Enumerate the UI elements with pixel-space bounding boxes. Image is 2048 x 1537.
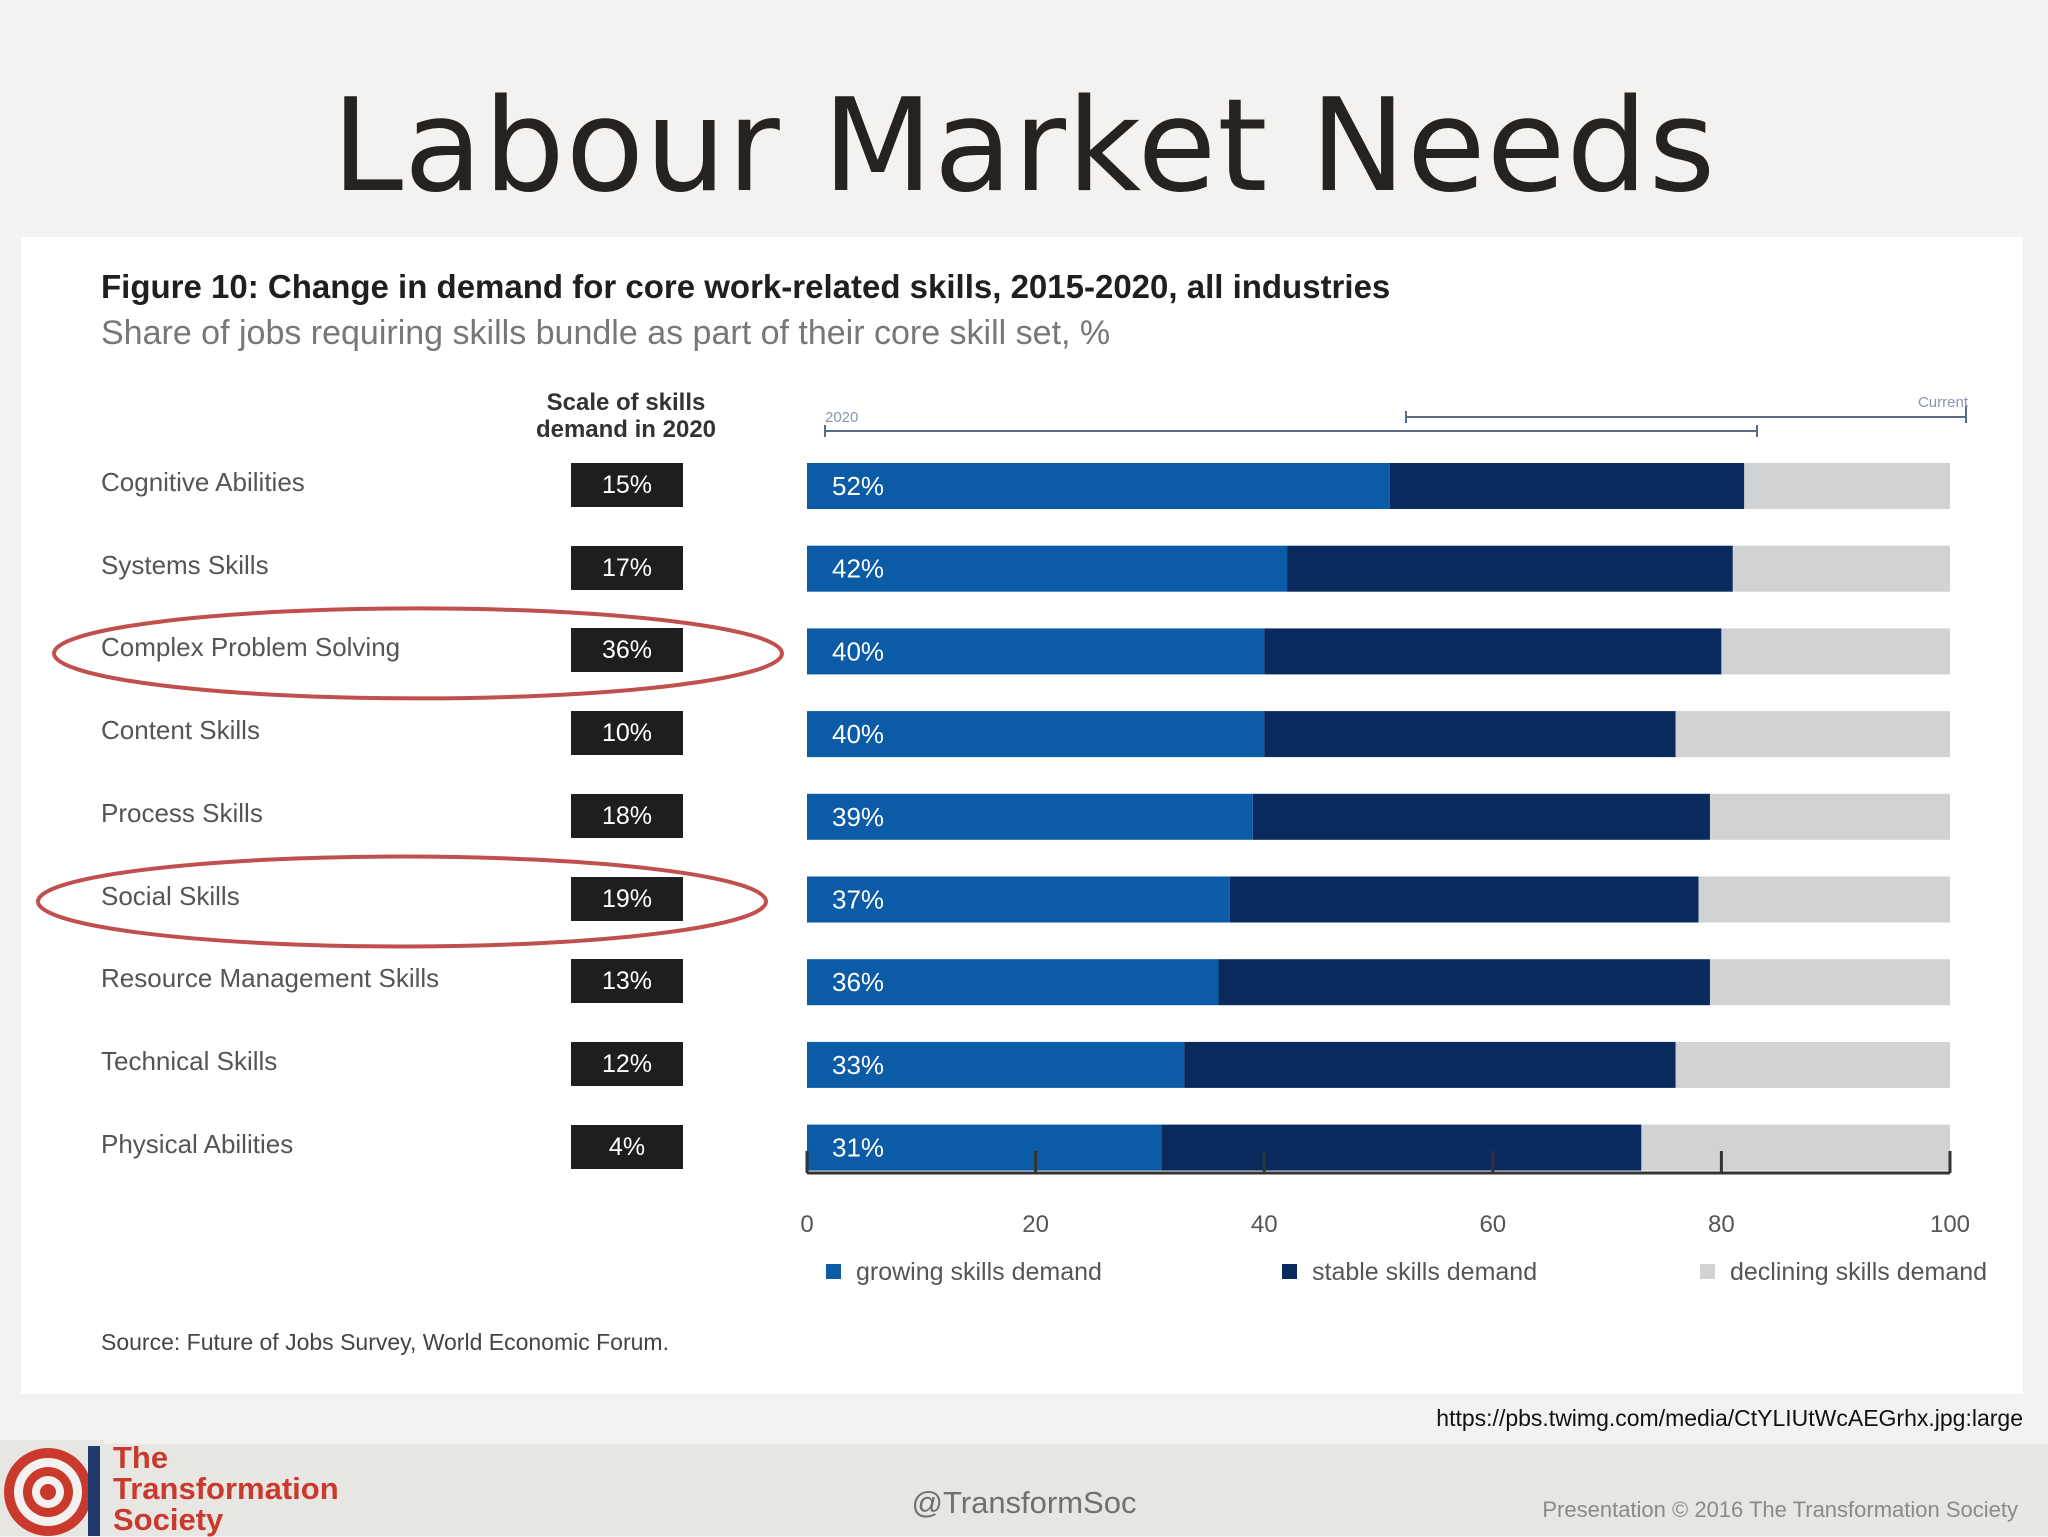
legend-swatch: [826, 1264, 841, 1279]
bar-segment: [807, 463, 1390, 509]
figure-subtitle: Share of jobs requiring skills bundle as…: [101, 314, 1111, 352]
bar-segment: [1732, 545, 1950, 592]
bar-segment: [1264, 628, 1722, 675]
bar-segment: [807, 959, 1219, 1006]
scale-header: Scale of skills demand in 2020: [520, 389, 732, 443]
x-tick-label: 100: [1930, 1211, 1970, 1238]
scale-value-badge: 4%: [571, 1124, 683, 1169]
row-label: Content Skills: [101, 715, 260, 746]
bar-segment: [807, 628, 1265, 675]
bar-segment: [807, 793, 1253, 840]
figure-title: Figure 10: Change in demand for core wor…: [101, 268, 1391, 305]
row-label: Resource Management Skills: [101, 963, 440, 994]
bar-data-label: 40%: [832, 636, 884, 666]
range-label-current: Current: [1918, 394, 1969, 411]
row-label: Cognitive Abilities: [101, 467, 305, 497]
bar-data-label: 39%: [832, 802, 884, 832]
row-label: Social Skills: [101, 880, 240, 911]
x-tick-label: 0: [800, 1211, 813, 1238]
legend-label: declining skills demand: [1730, 1258, 1987, 1286]
legend-swatch: [1700, 1264, 1715, 1279]
figure-source: Source: Future of Jobs Survey, World Eco…: [101, 1329, 669, 1355]
logo-text: The Transformation Society: [113, 1442, 339, 1535]
bar-data-label: 52%: [832, 471, 884, 501]
logo-line-2: Transformation: [113, 1471, 339, 1506]
row-label: Technical Skills: [101, 1045, 278, 1076]
source-url[interactable]: https://pbs.twimg.com/media/CtYLIUtWcAEG…: [1436, 1405, 2023, 1431]
twitter-handle: @TransformSoc: [911, 1485, 1137, 1520]
scale-value-badge: 36%: [571, 628, 683, 673]
bar-segment: [1721, 628, 1950, 675]
x-tick-label: 40: [1251, 1211, 1278, 1238]
bar-segment: [1709, 959, 1950, 1006]
bar-segment: [1675, 711, 1950, 758]
bar-segment: [1252, 793, 1710, 840]
bar-segment: [1675, 1041, 1950, 1088]
x-tick-label: 80: [1708, 1211, 1735, 1238]
row-label: Process Skills: [101, 797, 263, 828]
scale-value-badge: 12%: [571, 1041, 683, 1086]
bar-segment: [1264, 711, 1676, 758]
bar-segment: [1641, 1124, 1950, 1171]
x-tick-label: 60: [1479, 1211, 1506, 1238]
bar-segment: [1161, 1124, 1642, 1171]
scale-header-line-1: Scale of skills: [546, 389, 706, 416]
bar-data-label: 42%: [832, 554, 884, 584]
bar-segment: [807, 1041, 1185, 1088]
legend-label: growing skills demand: [856, 1258, 1102, 1286]
scale-value-badge: 19%: [571, 876, 683, 921]
bar-segment: [807, 545, 1288, 592]
bar-data-label: 36%: [832, 967, 884, 997]
bar-segment: [1744, 463, 1950, 509]
bar-segment: [1229, 876, 1699, 923]
row-label: Complex Problem Solving: [101, 632, 401, 663]
bar-data-label: 37%: [832, 885, 884, 915]
highlight-ellipse: [36, 854, 768, 949]
legend-label: stable skills demand: [1312, 1258, 1537, 1286]
scale-value-badge: 17%: [571, 545, 683, 590]
copyright-text: Presentation © 2016 The Transformation S…: [1542, 1497, 2018, 1522]
bar-data-label: 33%: [832, 1050, 884, 1080]
row-label: Systems Skills: [101, 549, 269, 580]
x-tick-label: 20: [1022, 1211, 1049, 1238]
bar-data-label: 40%: [832, 719, 884, 749]
bar-segment: [807, 1124, 1162, 1171]
highlight-ellipse: [52, 606, 784, 701]
scale-value-badge: 10%: [571, 711, 683, 756]
footer-bar: [0, 1444, 2048, 1536]
logo-line-3: Society: [113, 1502, 224, 1537]
row-label: Physical Abilities: [101, 1128, 294, 1159]
slide-title: Labour Market Needs: [331, 72, 1717, 221]
bar-segment: [1698, 876, 1950, 923]
logo-spiral-icon: [0, 1440, 104, 1536]
scale-header-line-2: demand in 2020: [535, 416, 717, 443]
logo-line-1: The: [113, 1440, 169, 1475]
bar-segment: [1709, 793, 1950, 840]
bar-segment: [1287, 545, 1733, 592]
range-label-2020: 2020: [825, 409, 858, 426]
legend-swatch: [1282, 1264, 1297, 1279]
bar-segment: [1184, 1041, 1676, 1088]
scale-value-badge: 13%: [571, 959, 683, 1004]
bar-segment: [1218, 959, 1710, 1006]
bar-data-label: 31%: [832, 1133, 884, 1163]
scale-value-badge: 18%: [571, 793, 683, 838]
bar-segment: [807, 711, 1265, 758]
bar-segment: [807, 876, 1230, 923]
bar-segment: [1389, 463, 1745, 509]
scale-value-badge: 15%: [571, 463, 683, 507]
